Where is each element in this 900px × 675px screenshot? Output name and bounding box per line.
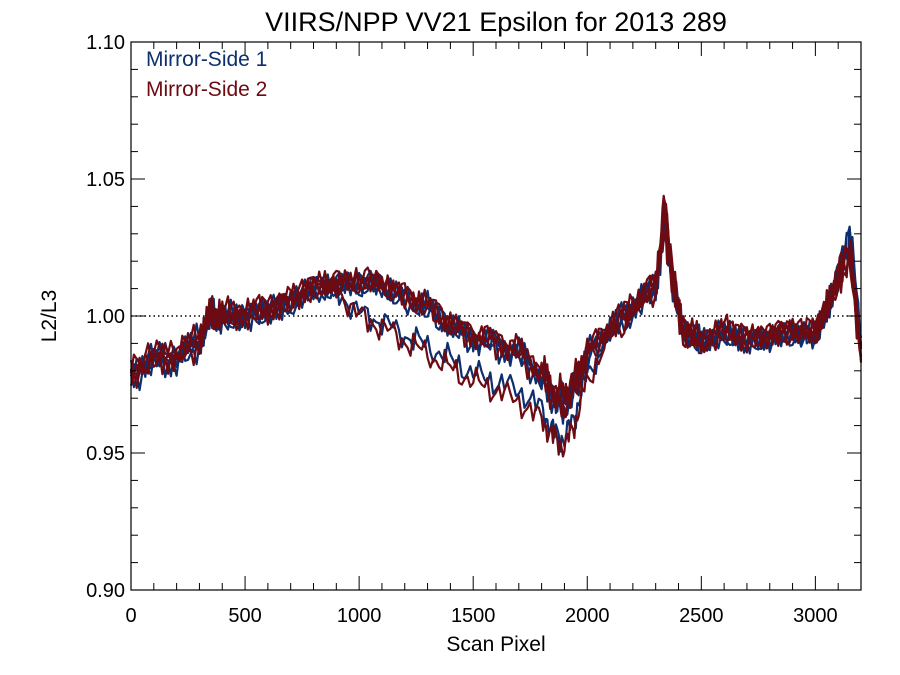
- series-line-1-trace-4: [129, 225, 863, 453]
- x-axis-label: Scan Pixel: [446, 633, 545, 656]
- legend: Mirror-Side 1 Mirror-Side 2: [146, 48, 267, 101]
- x-tick-label: 0: [125, 605, 136, 627]
- x-tick-label: 1000: [337, 605, 382, 627]
- y-tick-label: 1.05: [86, 169, 125, 191]
- y-tick-label: 1.10: [86, 32, 125, 54]
- chart-title: VIIRS/NPP VV21 Epsilon for 2013 289: [265, 7, 727, 37]
- x-tick-label: 500: [228, 605, 261, 627]
- x-tick-label: 3000: [793, 605, 838, 627]
- legend-item-mirror-side-1: Mirror-Side 1: [146, 48, 267, 71]
- legend-item-mirror-side-2: Mirror-Side 2: [146, 78, 267, 101]
- y-axis-label: L2/L3: [38, 290, 61, 343]
- plot-area: 0 500 1000 1500 2000 2500 3000 0.90 0.95 1.00 1.05…: [86, 32, 863, 627]
- x-tick-label: 2000: [565, 605, 610, 627]
- y-tick-label: 1.00: [86, 306, 125, 328]
- x-tick-label: 1500: [451, 605, 496, 627]
- series-line-2-trace-4: [129, 232, 863, 458]
- y-tick-label: 0.90: [86, 580, 125, 602]
- series-line-2-trace-2: [129, 203, 863, 403]
- x-tick-label: 2500: [679, 605, 724, 627]
- y-tick-label: 0.95: [86, 443, 125, 465]
